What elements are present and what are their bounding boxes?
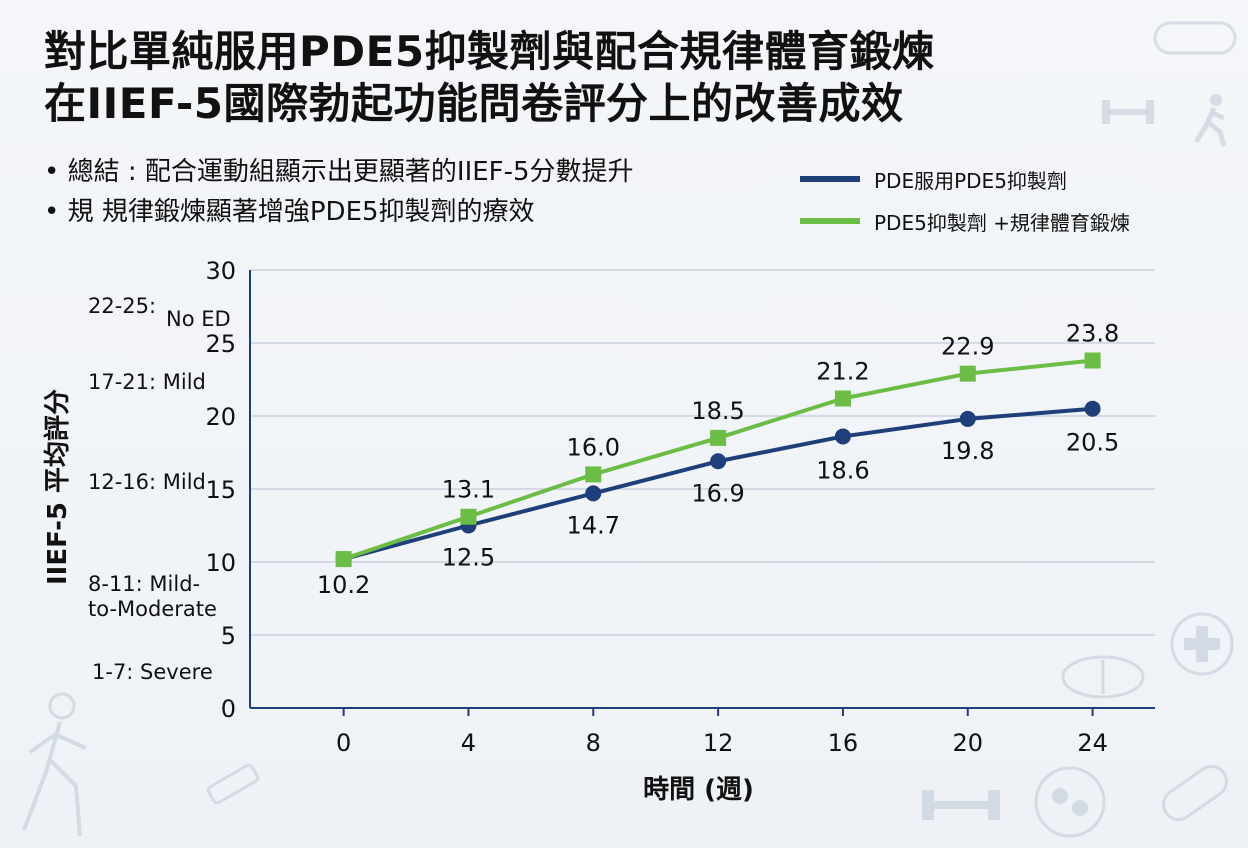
y-tick-label: 30: [205, 257, 236, 285]
y-tick-label: 0: [221, 695, 236, 723]
data-point: [585, 466, 602, 483]
data-label: 12.5: [442, 544, 495, 572]
data-point: [585, 485, 602, 502]
data-point: [335, 551, 352, 568]
severity-band-label: 22-25:: [88, 294, 156, 318]
data-point: [710, 453, 727, 470]
legend-label: PDE服用PDE5抑製劑: [874, 168, 1067, 193]
legend-item-pde5-only: PDE服用PDE5抑製劑: [800, 158, 1130, 200]
y-tick-label: 5: [221, 622, 236, 650]
pill-icon: [1153, 21, 1237, 55]
x-tick-label: 0: [336, 729, 351, 757]
data-label: 16.0: [567, 433, 620, 461]
legend-item-pde5-exercise: PDE5抑製劑 +規律體育鍛煉: [800, 200, 1130, 242]
x-tick-label: 20: [952, 729, 983, 757]
severity-band-label: 17-21: Mild: [88, 370, 206, 394]
y-tick-label: 15: [205, 476, 236, 504]
data-label: 18.6: [816, 456, 869, 484]
x-tick-label: 16: [828, 729, 859, 757]
runner-icon: [1193, 94, 1227, 147]
legend-swatch-navy: [800, 176, 860, 182]
runner-icon: [22, 692, 87, 837]
data-label: 22.9: [941, 333, 994, 361]
summary-bullet: 規 規律鍛煉顯著增強PDE5抑製劑的療效: [44, 192, 634, 232]
pills-bottle-icon: [1034, 766, 1106, 838]
data-point: [1084, 400, 1101, 417]
data-label: 19.8: [941, 437, 994, 465]
data-point: [1084, 352, 1101, 369]
x-axis-title: 時間 (週): [643, 775, 754, 805]
page-title: 對比單純服用PDE5抑製劑與配合規律體育鍛煉 在IIEF-5國際勃起功能問卷評分…: [44, 26, 935, 130]
severity-band-label: No ED: [166, 307, 231, 331]
y-tick-label: 25: [205, 330, 236, 358]
data-point: [834, 390, 851, 407]
data-point: [959, 410, 976, 427]
dumbbell-icon: [1102, 100, 1154, 124]
summary-list: 總結 : 配合運動組顯示出更顯著的IIEF-5分數提升 規 規律鍛煉顯著增強PD…: [44, 152, 634, 232]
severity-band-label: 8-11: Mild-: [88, 572, 200, 596]
title-line-1: 對比單純服用PDE5抑製劑與配合規律體育鍛煉: [44, 27, 935, 76]
data-label: 16.9: [691, 479, 744, 507]
y-tick-label: 20: [205, 403, 236, 431]
data-point: [834, 428, 851, 445]
data-label: 10.2: [317, 571, 370, 599]
data-point: [460, 508, 477, 525]
severity-band-label: 1-7: Severe: [92, 660, 213, 684]
data-label: 18.5: [691, 397, 744, 425]
legend-swatch-green: [800, 218, 860, 224]
y-axis-title: IIEF-5 平均評分: [42, 389, 73, 585]
medical-cross-icon: [1170, 612, 1234, 676]
tablet-icon: [1061, 655, 1145, 699]
dumbbell-icon: [922, 790, 1000, 820]
x-tick-label: 12: [703, 729, 734, 757]
x-tick-label: 4: [461, 729, 476, 757]
data-label: 13.1: [442, 476, 495, 504]
capsule-icon: [1162, 765, 1228, 821]
title-line-2: 在IIEF-5國際勃起功能問卷評分上的改善成效: [44, 79, 904, 128]
data-label: 14.7: [567, 511, 620, 539]
chart-legend: PDE服用PDE5抑製劑 PDE5抑製劑 +規律體育鍛煉: [800, 158, 1130, 242]
data-label: 20.5: [1066, 429, 1119, 457]
severity-band-label: 12-16: Mild: [88, 470, 206, 494]
data-point: [710, 429, 727, 446]
severity-band-label: to-Moderate: [88, 597, 217, 621]
data-label: 23.8: [1066, 320, 1119, 348]
x-tick-label: 24: [1077, 729, 1108, 757]
legend-label: PDE5抑製劑 +規律體育鍛煉: [874, 210, 1130, 235]
x-tick-label: 8: [586, 729, 601, 757]
data-label: 21.2: [816, 357, 869, 385]
data-point: [959, 365, 976, 382]
y-tick-label: 10: [205, 549, 236, 577]
syringe-icon: [206, 763, 260, 805]
summary-bullet: 總結 : 配合運動組顯示出更顯著的IIEF-5分數提升: [44, 152, 634, 192]
